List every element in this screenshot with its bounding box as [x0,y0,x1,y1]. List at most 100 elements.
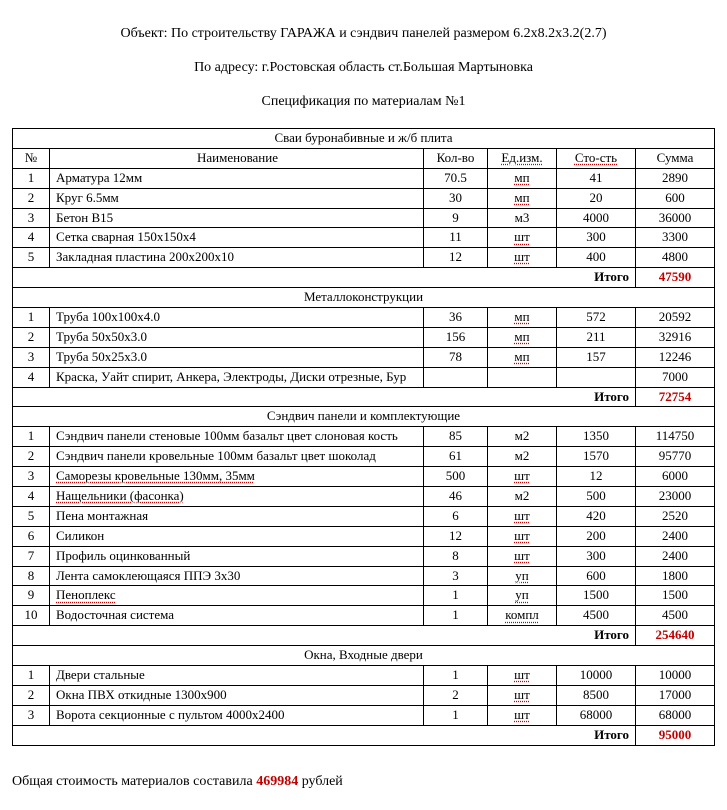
cell-name: Труба 50х50х3.0 [50,327,424,347]
subtotal-value: 95000 [636,725,715,745]
table-row: 2Круг 6.5мм30мп20600 [13,188,715,208]
cell-sum: 32916 [636,327,715,347]
table-row: 2Сэндвич панели кровельные 100мм базальт… [13,447,715,467]
table-row: 7Профиль оцинкованный8шт3002400 [13,546,715,566]
cell-cost: 300 [557,546,636,566]
cell-unit: мп [488,308,557,328]
cell-qty: 30 [424,188,488,208]
cell-num: 1 [13,427,50,447]
table-row: 2Окна ПВХ откидные 1300х9002шт850017000 [13,685,715,705]
table-row: 3Бетон В159м3400036000 [13,208,715,228]
cell-unit [488,367,557,387]
cell-sum: 2890 [636,168,715,188]
cell-sum: 23000 [636,487,715,507]
cell-num: 9 [13,586,50,606]
cell-sum: 3300 [636,228,715,248]
cell-unit: мп [488,168,557,188]
cell-qty [424,367,488,387]
section-title: Сваи буронабивные и ж/б плита [13,129,715,149]
table-row: 6Силикон12шт2002400 [13,526,715,546]
cell-unit: шт [488,248,557,268]
subtotal-label: Итого [13,626,636,646]
cell-sum: 10000 [636,666,715,686]
table-row: 4Сетка сварная 150х150х411шт3003300 [13,228,715,248]
section-title: Окна, Входные двери [13,646,715,666]
table-row: 3Труба 50х25х3.078мп15712246 [13,347,715,367]
cell-cost: 200 [557,526,636,546]
grand-total: Общая стоимость материалов составила 469… [12,774,715,790]
cell-cost: 572 [557,308,636,328]
cell-num: 10 [13,606,50,626]
cell-name: Профиль оцинкованный [50,546,424,566]
col-header-unit: Ед.изм. [488,148,557,168]
cell-qty: 1 [424,606,488,626]
cell-name: Краска, Уайт спирит, Анкера, Электроды, … [50,367,424,387]
cell-unit: шт [488,546,557,566]
cell-unit: шт [488,467,557,487]
cell-cost: 10000 [557,666,636,686]
cell-sum: 1500 [636,586,715,606]
cell-sum: 12246 [636,347,715,367]
cell-sum: 1800 [636,566,715,586]
cell-name: Двери стальные [50,666,424,686]
table-row: 1Двери стальные1шт1000010000 [13,666,715,686]
cell-qty: 6 [424,506,488,526]
subtotal-label: Итого [13,387,636,407]
cell-qty: 1 [424,586,488,606]
cell-unit: м3 [488,208,557,228]
cell-cost: 420 [557,506,636,526]
cell-name: Пеноплекс [50,586,424,606]
section-title: Металлоконструкции [13,288,715,308]
cell-num: 5 [13,506,50,526]
cell-num: 4 [13,228,50,248]
cell-unit: мп [488,347,557,367]
subtotal-value: 254640 [636,626,715,646]
cell-unit: шт [488,666,557,686]
cell-cost: 500 [557,487,636,507]
cell-cost: 600 [557,566,636,586]
cell-qty: 36 [424,308,488,328]
col-header-cost: Сто-сть [557,148,636,168]
cell-name: Водосточная система [50,606,424,626]
table-row: 5Закладная пластина 200х200х1012шт400480… [13,248,715,268]
table-row: 1Сэндвич панели стеновые 100мм базальт ц… [13,427,715,447]
cell-qty: 3 [424,566,488,586]
col-header-qty: Кол-во [424,148,488,168]
subtotal-label: Итого [13,725,636,745]
cell-unit: шт [488,526,557,546]
cell-sum: 17000 [636,685,715,705]
cell-num: 4 [13,487,50,507]
cell-sum: 2400 [636,546,715,566]
cell-cost: 4500 [557,606,636,626]
cell-name: Сэндвич панели стеновые 100мм базальт цв… [50,427,424,447]
cell-num: 3 [13,347,50,367]
cell-unit: шт [488,506,557,526]
cell-qty: 12 [424,526,488,546]
cell-qty: 156 [424,327,488,347]
cell-num: 1 [13,666,50,686]
cell-sum: 68000 [636,705,715,725]
col-header-num: № [13,148,50,168]
table-row: 3Саморезы кровельные 130мм, 35мм500шт126… [13,467,715,487]
cell-cost: 157 [557,347,636,367]
cell-num: 8 [13,566,50,586]
cell-unit: м2 [488,487,557,507]
cell-sum: 2400 [636,526,715,546]
cell-name: Круг 6.5мм [50,188,424,208]
cell-unit: уп [488,586,557,606]
table-row: 2Труба 50х50х3.0156мп21132916 [13,327,715,347]
cell-qty: 12 [424,248,488,268]
cell-cost: 1350 [557,427,636,447]
cell-name: Силикон [50,526,424,546]
cell-qty: 500 [424,467,488,487]
table-row: 3Ворота секционные с пультом 4000х24001ш… [13,705,715,725]
spec-table: Сваи буронабивные и ж/б плита№Наименован… [12,128,715,746]
cell-name: Труба 100х100х4.0 [50,308,424,328]
cell-cost: 1570 [557,447,636,467]
cell-num: 2 [13,327,50,347]
cell-name: Сэндвич панели кровельные 100мм базальт … [50,447,424,467]
cell-cost: 8500 [557,685,636,705]
grand-total-value: 469984 [256,774,298,789]
cell-name: Окна ПВХ откидные 1300х900 [50,685,424,705]
cell-name: Ворота секционные с пультом 4000х2400 [50,705,424,725]
